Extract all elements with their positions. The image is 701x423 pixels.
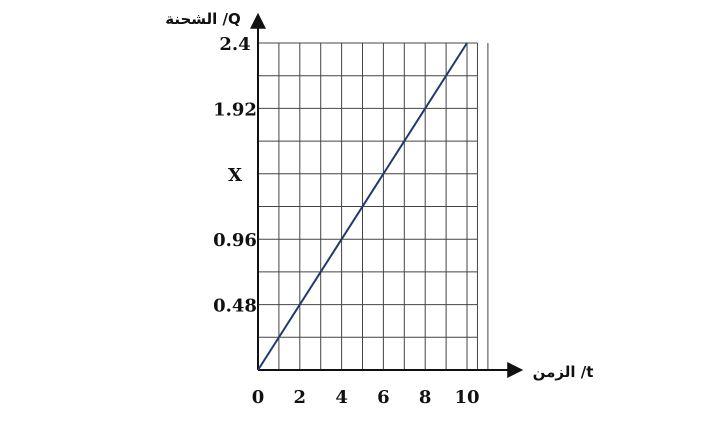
x-tick-label: 10 (454, 387, 479, 408)
x-tick-label: 0 (252, 387, 265, 408)
grid (258, 42, 489, 370)
y-tick-label: 0.96 (213, 230, 257, 251)
y-tick-labels: 0.48 0.96 X 1.92 2.4 (213, 34, 257, 317)
x-tick-label: 8 (419, 387, 432, 408)
x-tick-label: 4 (335, 387, 348, 408)
axes (250, 12, 524, 378)
y-tick-label: 2.4 (219, 34, 250, 55)
x-tick-label: 2 (294, 387, 307, 408)
series-line (257, 42, 468, 371)
x-tick-label: 6 (377, 387, 390, 408)
y-tick-label: 0.48 (213, 296, 257, 317)
y-axis-label: الشحنة /Q (165, 10, 241, 28)
y-tick-label: 1.92 (213, 99, 257, 120)
series-group (257, 42, 468, 371)
x-tick-labels: 0 2 4 6 8 10 (252, 387, 480, 408)
x-axis-label: الزمن /t (533, 363, 594, 381)
y-tick-label: X (228, 165, 242, 186)
